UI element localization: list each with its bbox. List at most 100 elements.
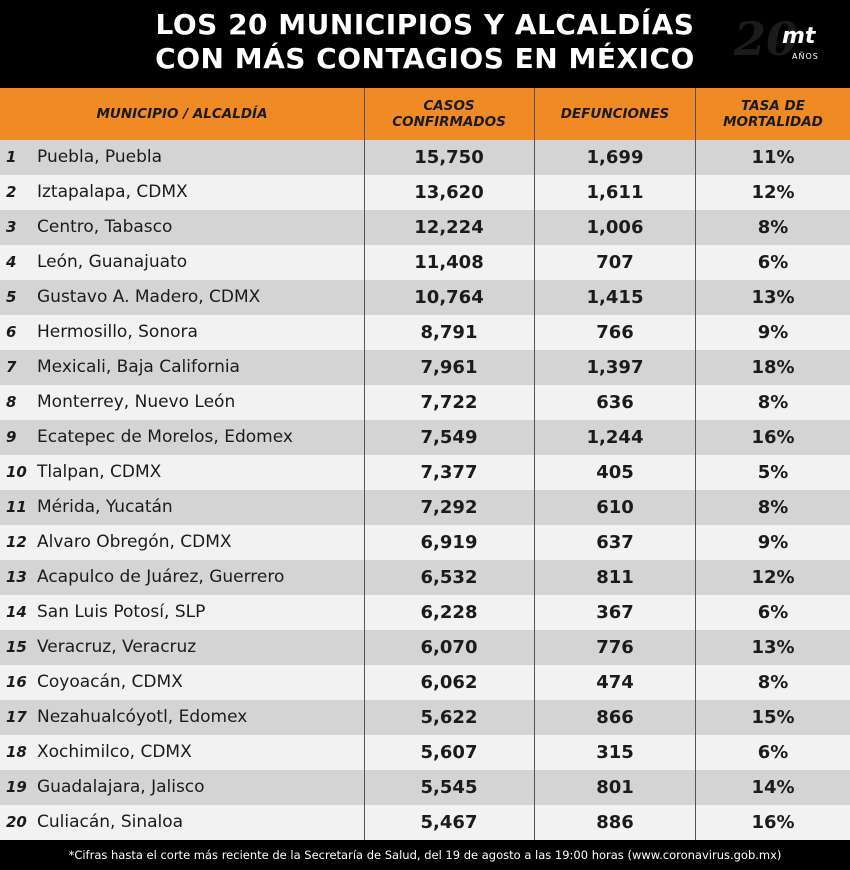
row-tasa: 15%	[751, 707, 795, 728]
row-rank: 14	[6, 603, 27, 621]
table-row: 10 Tlalpan, CDMX 7,377 405 5%	[0, 455, 850, 490]
row-defunciones: 766	[596, 322, 634, 343]
header-defunciones: DEFUNCIONES	[560, 106, 670, 122]
row-rank: 17	[6, 708, 27, 726]
row-rank: 10	[6, 463, 27, 481]
row-tasa: 13%	[751, 637, 795, 658]
row-defunciones: 610	[596, 497, 634, 518]
row-tasa: 8%	[757, 672, 789, 693]
row-tasa: 9%	[757, 532, 789, 553]
row-tasa: 8%	[757, 217, 789, 238]
row-defunciones: 405	[596, 462, 634, 483]
title-line-1: LOS 20 MUNICIPIOS Y ALCALDÍAS	[155, 8, 695, 41]
row-municipio: Puebla, Puebla	[37, 147, 163, 167]
row-municipio: Coyoacán, CDMX	[37, 672, 183, 692]
row-casos: 5,467	[420, 812, 478, 833]
row-casos: 8,791	[420, 322, 478, 343]
row-defunciones: 1,415	[586, 287, 644, 308]
row-municipio: León, Guanajuato	[37, 252, 188, 272]
row-tasa: 16%	[751, 427, 795, 448]
row-tasa: 12%	[751, 567, 795, 588]
row-tasa: 12%	[751, 182, 795, 203]
row-casos: 15,750	[414, 147, 484, 168]
row-defunciones: 1,699	[586, 147, 644, 168]
row-rank: 4	[6, 253, 17, 271]
title-line-2: CON MÁS CONTAGIOS EN MÉXICO	[155, 42, 695, 75]
row-tasa: 6%	[757, 252, 789, 273]
row-rank: 1	[6, 148, 17, 166]
row-rank: 13	[6, 568, 27, 586]
table-row: 6 Hermosillo, Sonora 8,791 766 9%	[0, 315, 850, 350]
row-defunciones: 707	[596, 252, 634, 273]
row-casos: 6,228	[420, 602, 478, 623]
row-casos: 7,961	[420, 357, 478, 378]
row-rank: 9	[6, 428, 17, 446]
row-municipio: Guadalajara, Jalisco	[37, 777, 205, 797]
row-municipio: Gustavo A. Madero, CDMX	[37, 287, 261, 307]
row-tasa: 9%	[757, 322, 789, 343]
table-row: 3 Centro, Tabasco 12,224 1,006 8%	[0, 210, 850, 245]
row-casos: 7,377	[420, 462, 478, 483]
row-defunciones: 866	[596, 707, 634, 728]
table-row: 1 Puebla, Puebla 15,750 1,699 11%	[0, 140, 850, 175]
header-tasa: TASA DE MORTALIDAD	[696, 88, 850, 140]
column-divider	[534, 88, 535, 840]
row-defunciones: 636	[596, 392, 634, 413]
row-casos: 13,620	[414, 182, 484, 203]
row-rank: 15	[6, 638, 27, 656]
table-header: MUNICIPIO / ALCALDÍA CASOS CONFIRMADOS D…	[0, 88, 850, 140]
table-row: 20 Culiacán, Sinaloa 5,467 886 16%	[0, 805, 850, 840]
row-municipio: Culiacán, Sinaloa	[37, 812, 184, 832]
row-municipio: Tlalpan, CDMX	[37, 462, 162, 482]
table-row: 19 Guadalajara, Jalisco 5,545 801 14%	[0, 770, 850, 805]
row-rank: 5	[6, 288, 17, 306]
row-casos: 5,622	[420, 707, 478, 728]
row-defunciones: 1,244	[586, 427, 644, 448]
logo-number: 20	[734, 12, 799, 66]
table-row: 7 Mexicali, Baja California 7,961 1,397 18%	[0, 350, 850, 385]
row-defunciones: 1,006	[586, 217, 644, 238]
table-row: 2 Iztapalapa, CDMX 13,620 1,611 12%	[0, 175, 850, 210]
row-defunciones: 776	[596, 637, 634, 658]
row-municipio: Xochimilco, CDMX	[37, 742, 192, 762]
row-rank: 18	[6, 743, 27, 761]
row-rank: 12	[6, 533, 27, 551]
table-row: 14 San Luis Potosí, SLP 6,228 367 6%	[0, 595, 850, 630]
row-municipio: Hermosillo, Sonora	[37, 322, 198, 342]
row-defunciones: 315	[596, 742, 634, 763]
table-row: 4 León, Guanajuato 11,408 707 6%	[0, 245, 850, 280]
logo-brand: mt	[782, 24, 816, 49]
row-casos: 11,408	[414, 252, 484, 273]
row-defunciones: 886	[596, 812, 634, 833]
column-divider	[364, 88, 365, 840]
row-casos: 12,224	[414, 217, 484, 238]
header-casos-line1: CASOS	[423, 98, 475, 114]
table-row: 8 Monterrey, Nuevo León 7,722 636 8%	[0, 385, 850, 420]
row-municipio: Ecatepec de Morelos, Edomex	[37, 427, 293, 447]
row-rank: 7	[6, 358, 17, 376]
row-municipio: Nezahualcóyotl, Edomex	[37, 707, 248, 727]
row-tasa: 8%	[757, 497, 789, 518]
row-defunciones: 1,611	[586, 182, 644, 203]
row-rank: 20	[6, 813, 27, 831]
row-rank: 19	[6, 778, 27, 796]
row-rank: 6	[6, 323, 17, 341]
row-defunciones: 811	[596, 567, 634, 588]
row-casos: 6,070	[420, 637, 478, 658]
row-defunciones: 1,397	[586, 357, 644, 378]
row-municipio: Acapulco de Juárez, Guerrero	[37, 567, 285, 587]
row-tasa: 13%	[751, 287, 795, 308]
row-defunciones: 801	[596, 777, 634, 798]
row-tasa: 5%	[757, 462, 789, 483]
table-row: 9 Ecatepec de Morelos, Edomex 7,549 1,244 16…	[0, 420, 850, 455]
row-municipio: San Luis Potosí, SLP	[37, 602, 206, 622]
row-casos: 6,919	[420, 532, 478, 553]
row-municipio: Monterrey, Nuevo León	[37, 392, 236, 412]
table-row: 18 Xochimilco, CDMX 5,607 315 6%	[0, 735, 850, 770]
row-casos: 7,722	[420, 392, 478, 413]
row-municipio: Mérida, Yucatán	[37, 497, 173, 517]
brand-logo: 20 mt AÑOS	[734, 12, 824, 76]
row-rank: 11	[6, 498, 27, 516]
row-municipio: Mexicali, Baja California	[37, 357, 240, 377]
